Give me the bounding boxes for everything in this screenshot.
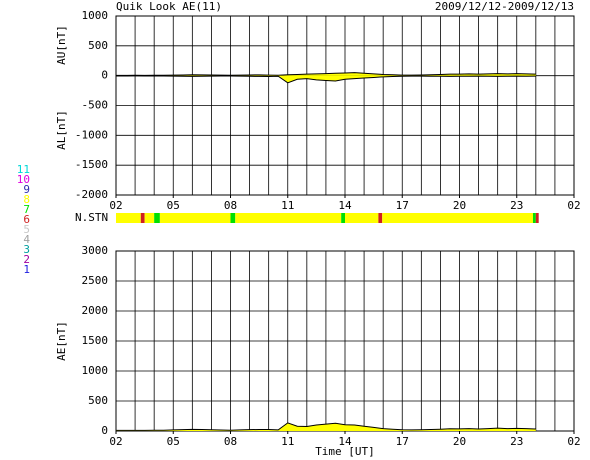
x-tick-label: 14 [338, 199, 352, 212]
nstn-segment [341, 213, 345, 223]
x-tick-label: 05 [167, 199, 180, 212]
plot-frame [115, 15, 575, 196]
x-tick-label: 20 [453, 435, 466, 448]
y-tick-label: 2500 [82, 274, 109, 287]
x-tick-label: 02 [567, 199, 580, 212]
x-tick-label: 02 [567, 435, 580, 448]
series-line [116, 72, 536, 76]
legend-entry: 9 [23, 183, 30, 196]
series-line [116, 422, 536, 431]
legend-entry: 8 [23, 193, 30, 206]
nstn-segment [235, 213, 342, 223]
legend-entry: 1 [23, 263, 30, 276]
nstn-segment [378, 213, 383, 223]
y-axis-label: AU[nT] [55, 25, 68, 65]
legend-entry: 2 [23, 253, 30, 266]
y-axis-label: AL[nT] [55, 110, 68, 150]
nstn-segment [345, 213, 379, 223]
x-tick-label: 08 [224, 199, 237, 212]
nstn-label: N.STN [75, 211, 108, 224]
y-tick-label: -1000 [75, 128, 108, 141]
nstn-segment [116, 213, 141, 223]
x-tick-label: 20 [453, 199, 466, 212]
chart-title: Quik Look AE(11) [116, 0, 222, 13]
area [116, 422, 536, 431]
y-tick-label: -1500 [75, 158, 108, 171]
legend-entry: 5 [23, 223, 30, 236]
area [116, 75, 536, 83]
y-tick-label: 1000 [82, 364, 109, 377]
legend-entry: 6 [23, 213, 30, 226]
x-tick-label: 11 [281, 199, 294, 212]
date-range: 2009/12/12-2009/12/13 [435, 0, 574, 13]
x-tick-label: 14 [338, 435, 352, 448]
nstn-segment [382, 213, 533, 223]
x-tick-label: 23 [510, 199, 523, 212]
nstn-segment [230, 213, 236, 223]
y-axis-label: AE[nT] [55, 321, 68, 361]
nstn-segment [140, 213, 145, 223]
x-tick-label: 11 [281, 435, 294, 448]
x-tick-label: 17 [396, 435, 409, 448]
x-tick-label: 02 [109, 435, 122, 448]
legend-entry: 10 [17, 173, 30, 186]
legend-entry: 3 [23, 243, 30, 256]
y-tick-label: -500 [82, 99, 109, 112]
y-tick-label: 500 [88, 39, 108, 52]
nstn-segment [535, 213, 539, 223]
nstn-segment [532, 213, 536, 223]
y-tick-label: 0 [101, 424, 108, 437]
x-tick-label: 08 [224, 435, 237, 448]
nstn-segment [159, 213, 231, 223]
legend-entry: 4 [23, 233, 30, 246]
legend-entry: 7 [23, 203, 30, 216]
nstn-segment [154, 213, 160, 223]
y-tick-label: 1000 [82, 9, 109, 22]
x-tick-label: 17 [396, 199, 409, 212]
y-tick-label: 500 [88, 394, 108, 407]
x-tick-label: 05 [167, 435, 180, 448]
x-tick-label: 23 [510, 435, 523, 448]
y-tick-label: -2000 [75, 188, 108, 201]
x-tick-label: 02 [109, 199, 122, 212]
y-tick-label: 1500 [82, 334, 109, 347]
y-tick-label: 0 [101, 69, 108, 82]
series-line [116, 75, 536, 84]
nstn-segment [144, 213, 155, 223]
x-axis-label: Time [UT] [315, 445, 375, 458]
y-tick-label: 2000 [82, 304, 109, 317]
y-tick-label: 3000 [82, 244, 109, 257]
legend-entry: 11 [17, 163, 30, 176]
